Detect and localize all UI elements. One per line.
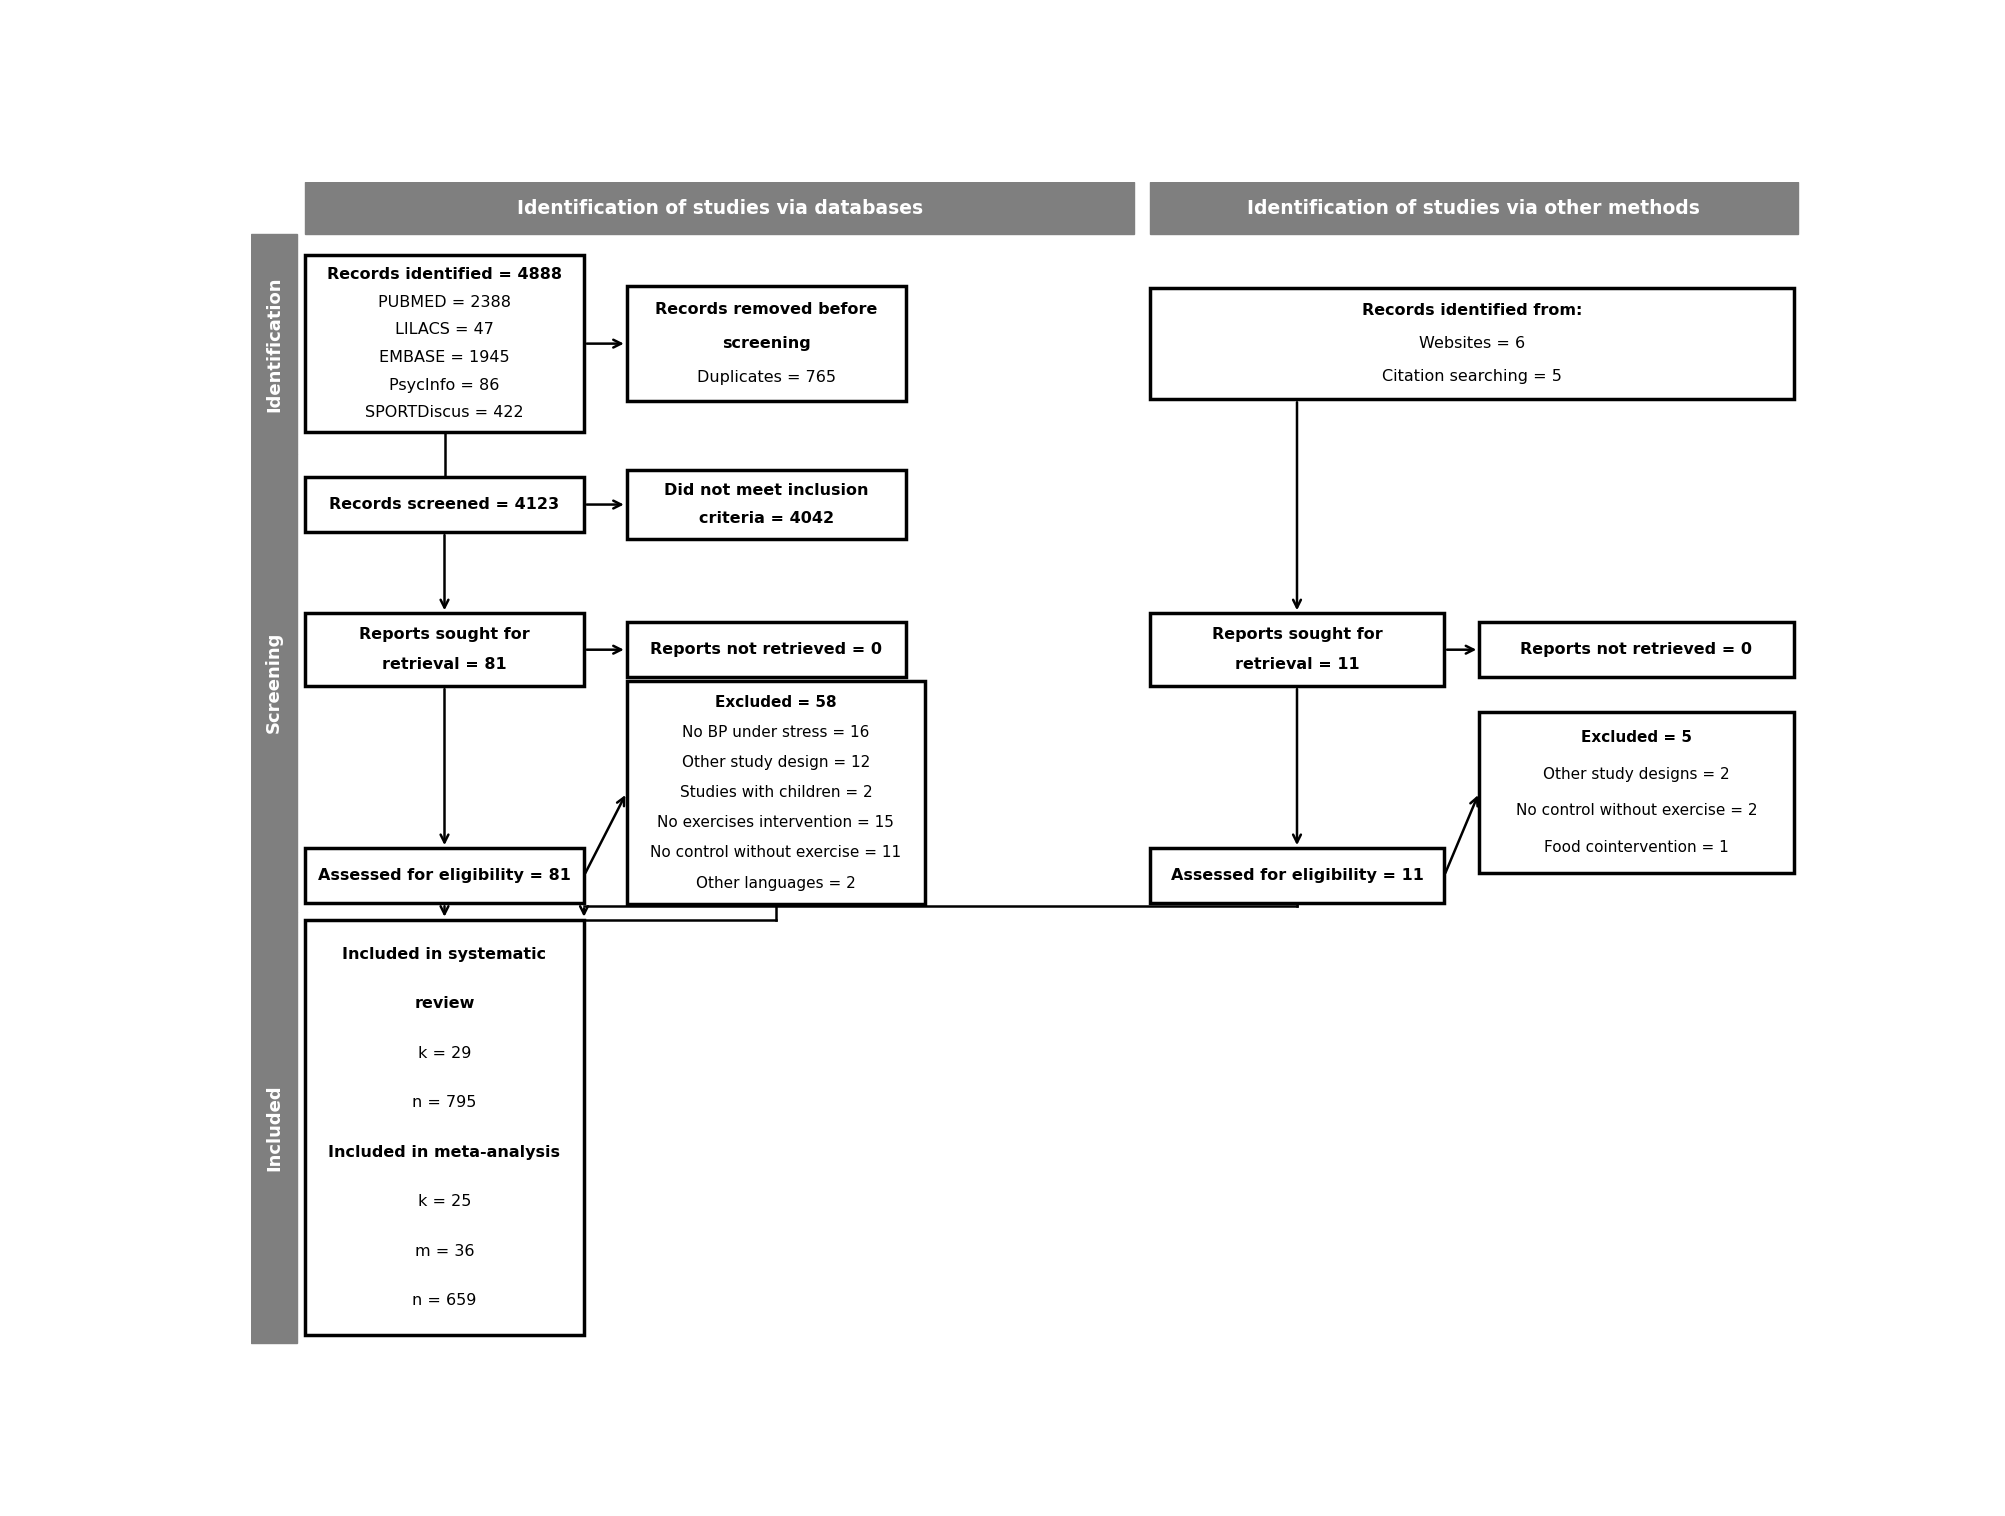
Text: Included in meta-analysis: Included in meta-analysis: [329, 1145, 559, 1160]
Text: Other study designs = 2: Other study designs = 2: [1542, 767, 1728, 782]
Text: k = 25: k = 25: [417, 1195, 471, 1210]
Text: k = 29: k = 29: [417, 1046, 471, 1061]
Text: Food cointervention = 1: Food cointervention = 1: [1544, 840, 1728, 855]
Text: Reports not retrieved = 0: Reports not retrieved = 0: [650, 643, 882, 658]
Bar: [305, 478, 583, 532]
Text: Records identified from:: Records identified from:: [1361, 303, 1582, 318]
Text: Reports sought for: Reports sought for: [1211, 628, 1381, 641]
Text: n = 659: n = 659: [413, 1293, 477, 1308]
Text: Identification of studies via databases: Identification of studies via databases: [517, 199, 922, 218]
Text: Records removed before: Records removed before: [654, 302, 876, 317]
Text: Citation searching = 5: Citation searching = 5: [1381, 368, 1562, 384]
Bar: [626, 470, 904, 540]
Bar: [305, 182, 1133, 235]
Text: No control without exercise = 11: No control without exercise = 11: [650, 846, 900, 861]
Text: Included: Included: [265, 1084, 283, 1170]
Text: m = 36: m = 36: [415, 1243, 473, 1258]
Text: Reports sought for: Reports sought for: [359, 628, 529, 641]
Bar: [305, 255, 583, 432]
Text: Other study design = 12: Other study design = 12: [682, 755, 870, 770]
Text: SPORTDiscus = 422: SPORTDiscus = 422: [365, 405, 523, 420]
Text: criteria = 4042: criteria = 4042: [698, 511, 834, 526]
Text: LILACS = 47: LILACS = 47: [395, 323, 493, 337]
Bar: [305, 847, 583, 904]
Text: Identification of studies via other methods: Identification of studies via other meth…: [1247, 199, 1700, 218]
Bar: [251, 235, 297, 453]
Text: n = 795: n = 795: [413, 1095, 477, 1110]
Bar: [1149, 182, 1796, 235]
Text: No control without exercise = 2: No control without exercise = 2: [1516, 803, 1756, 819]
Text: review: review: [415, 996, 475, 1011]
Bar: [1149, 288, 1792, 399]
Bar: [626, 287, 904, 402]
Text: PUBMED = 2388: PUBMED = 2388: [377, 294, 511, 309]
Bar: [626, 622, 904, 678]
Text: Studies with children = 2: Studies with children = 2: [680, 785, 872, 800]
Bar: [626, 681, 924, 904]
Text: Included in systematic: Included in systematic: [343, 946, 545, 961]
Bar: [1149, 847, 1444, 904]
Bar: [305, 612, 583, 687]
Bar: [1149, 612, 1444, 687]
Text: Websites = 6: Websites = 6: [1418, 337, 1524, 352]
Text: retrieval = 81: retrieval = 81: [383, 658, 507, 673]
Text: Reports not retrieved = 0: Reports not retrieved = 0: [1520, 643, 1752, 658]
Text: retrieval = 11: retrieval = 11: [1233, 658, 1359, 673]
Text: No exercises intervention = 15: No exercises intervention = 15: [658, 816, 894, 831]
Text: Other languages = 2: Other languages = 2: [696, 876, 856, 890]
Text: Excluded = 5: Excluded = 5: [1580, 729, 1690, 744]
Bar: [1478, 711, 1792, 873]
Bar: [251, 913, 297, 1343]
Bar: [1478, 622, 1792, 678]
Text: Records identified = 4888: Records identified = 4888: [327, 267, 561, 282]
Text: Screening: Screening: [265, 632, 283, 734]
Text: Records screened = 4123: Records screened = 4123: [329, 497, 559, 512]
Text: Assessed for eligibility = 81: Assessed for eligibility = 81: [319, 869, 571, 884]
Text: Excluded = 58: Excluded = 58: [714, 694, 836, 709]
Text: PsycInfo = 86: PsycInfo = 86: [389, 377, 499, 393]
Text: Assessed for eligibility = 11: Assessed for eligibility = 11: [1171, 869, 1424, 884]
Text: No BP under stress = 16: No BP under stress = 16: [682, 725, 868, 740]
Text: Identification: Identification: [265, 276, 283, 412]
Text: Duplicates = 765: Duplicates = 765: [696, 370, 836, 385]
Bar: [305, 920, 583, 1336]
Text: Did not meet inclusion: Did not meet inclusion: [664, 482, 868, 497]
Text: screening: screening: [722, 337, 810, 352]
Text: EMBASE = 1945: EMBASE = 1945: [379, 350, 509, 365]
Bar: [251, 453, 297, 913]
